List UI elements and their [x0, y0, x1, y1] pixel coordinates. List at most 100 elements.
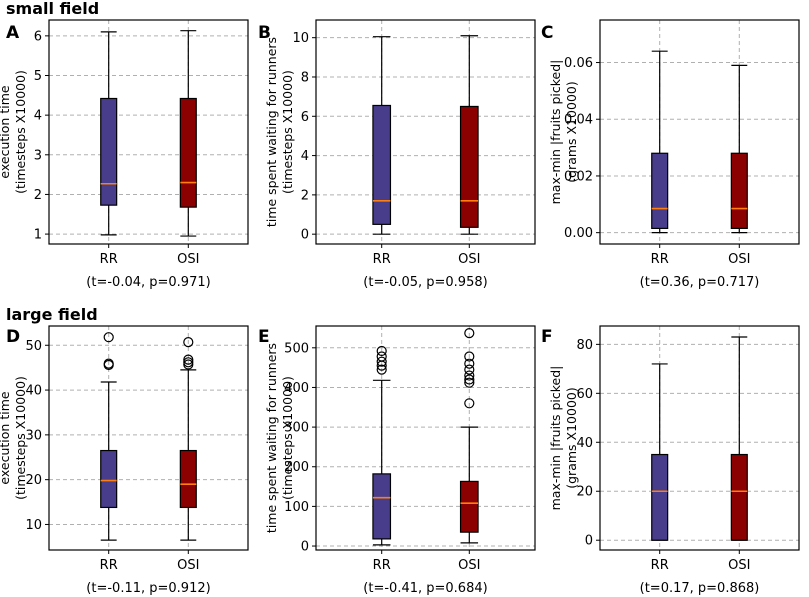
- y-tick-label: 0.00: [564, 226, 593, 241]
- outlier-point: [376, 356, 387, 367]
- panel-letter: E: [258, 327, 270, 347]
- y-tick-label: 0.02: [564, 169, 593, 184]
- panel-letter: C: [541, 23, 553, 43]
- axes-frame: [315, 19, 536, 245]
- panel-F: F 0 20 40 60 80 RR OSI (t=0.17, p=0.868) max-min …: [541, 325, 800, 596]
- panel-E: E 0 100 200 300 400 500 RR OSI (t=-0.41, p=0.684)…: [258, 325, 536, 596]
- stat-annotation: (t=0.17, p=0.868): [640, 581, 760, 596]
- y-axis-label-units: (grams X10000): [564, 81, 579, 182]
- panel-A: A 1 2 3 4 5 6 RR OSI (t=-0.04, p=0.971) execution …: [0, 19, 249, 290]
- stat-annotation: (t=0.36, p=0.717): [640, 275, 760, 290]
- y-axis-label: execution time: [0, 391, 12, 484]
- x-tick-label: OSI: [177, 252, 199, 267]
- outlier-point: [183, 337, 194, 348]
- box-iqr: [100, 449, 118, 509]
- box-iqr: [730, 453, 748, 541]
- y-tick-label: 4: [34, 109, 42, 124]
- y-tick-label: 20: [25, 473, 42, 488]
- x-tick-label: RR: [373, 252, 391, 267]
- y-axis-label-units: (timesteps X10000): [13, 70, 28, 194]
- outlier-point: [464, 370, 475, 381]
- y-axis-label-units: (timesteps X10000): [13, 376, 28, 500]
- y-tick-label: 0.06: [564, 56, 593, 71]
- y-tick-label: 2: [301, 188, 309, 203]
- stat-annotation: (t=-0.41, p=0.684): [363, 581, 487, 596]
- box-iqr: [179, 97, 197, 208]
- axes-frame: [599, 325, 800, 551]
- outlier-point: [464, 398, 475, 409]
- panel-B: B 0 2 4 6 8 10 RR OSI (t=-0.05, p=0.958) time spen…: [258, 19, 536, 290]
- outlier-point: [103, 358, 114, 369]
- box-iqr: [730, 152, 748, 230]
- y-axis-label: time spent waiting for runners: [264, 343, 279, 533]
- box-OSI: [179, 337, 197, 541]
- y-axis-label-units: (timesteps X10000): [280, 376, 295, 500]
- box-iqr: [179, 449, 197, 509]
- y-tick-label: 6: [301, 110, 309, 125]
- outlier-point: [464, 377, 475, 388]
- y-tick-label: 100: [284, 500, 309, 515]
- box-iqr: [459, 480, 479, 533]
- box-iqr: [100, 97, 118, 206]
- section-title-small-field: small field: [6, 0, 99, 18]
- y-axis-label: max-min |fruits picked|: [548, 366, 563, 511]
- box-RR: [100, 332, 118, 541]
- box-RR: [651, 50, 669, 234]
- outlier-point: [376, 364, 387, 375]
- outlier-point: [376, 345, 387, 357]
- y-tick-label: 80: [576, 338, 593, 353]
- x-tick-label: RR: [651, 558, 669, 573]
- outlier-point: [376, 351, 387, 362]
- y-axis-label: max-min |fruits picked|: [548, 60, 563, 205]
- box-iqr: [372, 104, 392, 225]
- outlier-point: [183, 354, 194, 365]
- x-tick-label: OSI: [458, 252, 480, 267]
- x-tick-label: OSI: [728, 252, 750, 267]
- box-RR: [372, 36, 392, 235]
- box-iqr: [459, 105, 479, 228]
- outlier-point: [103, 332, 114, 343]
- y-tick-label: 0: [585, 534, 593, 549]
- y-tick-label: 0.04: [564, 113, 593, 128]
- outlier-point: [464, 328, 475, 339]
- section-title-large-field: large field: [6, 305, 98, 324]
- axes-frame: [599, 19, 800, 245]
- axes-frame: [315, 325, 536, 551]
- panel-letter: D: [6, 327, 20, 347]
- x-tick-label: RR: [651, 252, 669, 267]
- y-tick-label: 1: [34, 228, 42, 243]
- axes-frame: [48, 19, 249, 245]
- box-RR: [100, 31, 118, 236]
- outlier-point: [464, 351, 475, 362]
- box-iqr: [651, 453, 669, 541]
- y-tick-label: 3: [34, 148, 42, 163]
- box-OSI: [730, 336, 748, 541]
- y-tick-label: 0: [301, 228, 309, 243]
- y-tick-label: 6: [34, 29, 42, 44]
- outlier-point: [464, 374, 475, 385]
- y-axis-label-units: (grams X10000): [564, 387, 579, 488]
- y-tick-label: 2: [34, 188, 42, 203]
- y-tick-label: 400: [284, 381, 309, 396]
- y-tick-label: 0: [301, 540, 309, 555]
- y-tick-label: 4: [301, 149, 309, 164]
- panel-letter: B: [258, 23, 271, 43]
- panel-D: D 10 20 30 40 50 RR OSI (t=-0.11, p=0.912) execut…: [0, 325, 249, 596]
- x-tick-label: OSI: [728, 558, 750, 573]
- outlier-point: [183, 357, 194, 368]
- y-tick-label: 8: [301, 70, 309, 85]
- box-RR: [651, 363, 669, 541]
- y-tick-label: 50: [25, 339, 42, 354]
- y-tick-label: 10: [292, 31, 309, 46]
- y-tick-label: 200: [284, 460, 309, 475]
- y-axis-label-units: (timesteps X10000): [280, 70, 295, 194]
- panel-letter: F: [541, 327, 553, 347]
- box-RR: [372, 345, 392, 546]
- y-tick-label: 10: [25, 518, 42, 533]
- outlier-point: [464, 358, 475, 369]
- y-axis-label: time spent waiting for runners: [264, 37, 279, 227]
- axes-frame: [48, 325, 249, 551]
- box-iqr: [372, 473, 392, 540]
- y-tick-label: 60: [576, 387, 593, 402]
